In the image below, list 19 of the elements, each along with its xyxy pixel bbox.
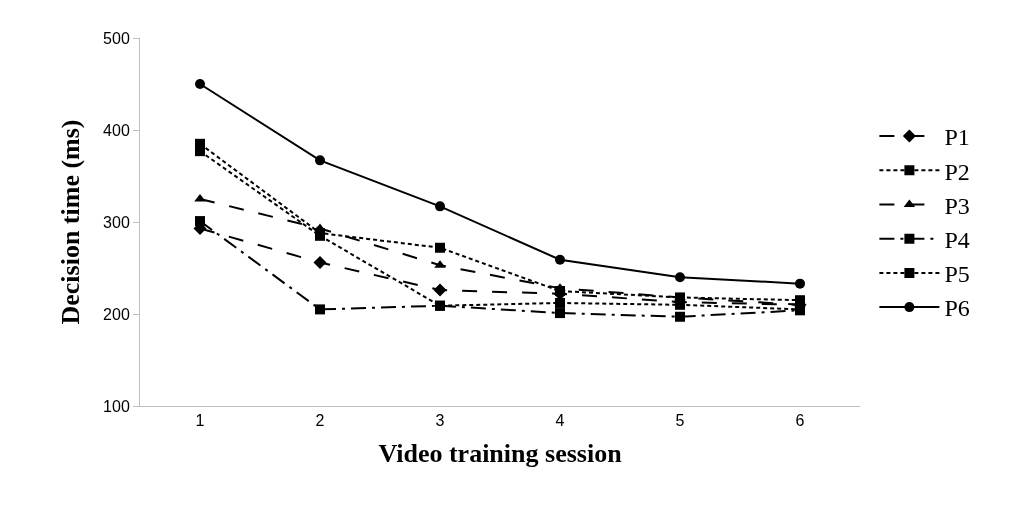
x-tick-label: 5 bbox=[675, 412, 685, 430]
y-axis-title: Decision time (ms) bbox=[56, 119, 86, 325]
legend-label: P1 bbox=[944, 124, 970, 151]
legend-label: P5 bbox=[944, 261, 970, 288]
x-tick-label: 6 bbox=[795, 412, 805, 430]
x-tick-label: 3 bbox=[435, 412, 445, 430]
legend-label: P6 bbox=[944, 295, 970, 322]
y-tick-label: 500 bbox=[103, 29, 130, 47]
y-tick-label: 200 bbox=[103, 305, 130, 323]
y-tick-label: 100 bbox=[103, 397, 130, 415]
x-tick-label: 1 bbox=[195, 412, 205, 430]
legend-label: P3 bbox=[944, 192, 970, 219]
y-tick-label: 400 bbox=[103, 121, 130, 139]
x-tick-label: 2 bbox=[315, 412, 325, 430]
x-axis-title: Video training session bbox=[378, 438, 623, 468]
x-tick-label: 4 bbox=[555, 412, 565, 430]
legend-label: P2 bbox=[944, 158, 970, 185]
legend-label: P4 bbox=[944, 227, 970, 254]
y-tick-label: 300 bbox=[103, 213, 130, 231]
